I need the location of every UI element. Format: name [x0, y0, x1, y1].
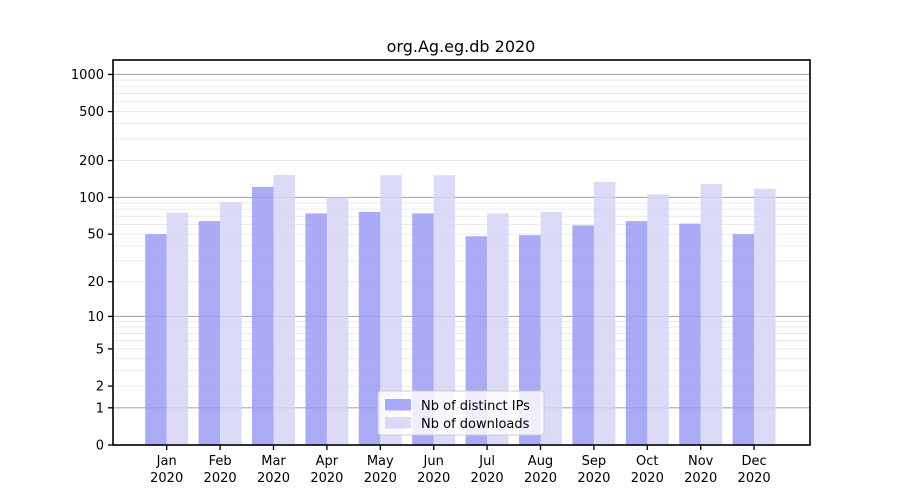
y-tick-label: 200 — [79, 154, 104, 169]
y-tick-label: 50 — [87, 228, 104, 243]
bar-downloads-feb — [220, 201, 242, 445]
legend-label-distinct-ips: Nb of distinct IPs — [421, 399, 530, 414]
x-tick-label-year: 2020 — [577, 471, 610, 486]
bar-distinct-ips-sep — [572, 225, 594, 445]
x-tick-label-month: Mar — [261, 454, 286, 469]
x-tick-label-month: May — [367, 454, 394, 469]
x-tick-label-month: Sep — [582, 454, 607, 469]
legend-swatch-distinct-ips — [385, 399, 411, 411]
x-tick-label-year: 2020 — [364, 471, 397, 486]
x-tick-label-month: Nov — [688, 454, 714, 469]
bar-distinct-ips-dec — [732, 234, 755, 445]
y-tick-label: 2 — [96, 380, 104, 395]
x-tick-label-month: Aug — [528, 454, 553, 469]
x-tick-label-year: 2020 — [204, 471, 237, 486]
bar-downloads-nov — [700, 183, 723, 446]
x-tick-label-month: Feb — [209, 454, 232, 469]
x-tick-label-year: 2020 — [150, 471, 183, 486]
bar-downloads-apr — [326, 197, 349, 445]
x-tick-label-month: Jun — [423, 454, 444, 469]
bar-downloads-jun — [433, 175, 456, 445]
x-tick-label-month: Oct — [636, 454, 658, 469]
bar-distinct-ips-mar — [252, 186, 274, 445]
bar-distinct-ips-nov — [679, 223, 701, 445]
x-tick-label-year: 2020 — [738, 471, 771, 486]
bar-downloads-dec — [754, 188, 776, 445]
x-tick-label-month: Dec — [742, 454, 767, 469]
bar-downloads-mar — [273, 174, 295, 445]
y-tick-label: 20 — [87, 275, 104, 290]
x-tick-label-year: 2020 — [310, 471, 343, 486]
bar-distinct-ips-jun — [412, 213, 434, 445]
bar-distinct-ips-jan — [145, 234, 167, 445]
y-tick-label: 1 — [96, 401, 104, 416]
y-tick-label: 5 — [96, 342, 104, 357]
y-tick-label: 0 — [96, 439, 104, 454]
legend: Nb of distinct IPs Nb of downloads — [377, 390, 545, 436]
bar-distinct-ips-feb — [198, 221, 221, 445]
bar-distinct-ips-apr — [305, 213, 327, 445]
x-tick-label-year: 2020 — [524, 471, 557, 486]
x-tick-label-month: Jan — [156, 454, 177, 469]
axes: 0 1 2 5 10 20 50 100 200 500 1000 Jan 2020 Feb 2020 Mar… — [71, 59, 811, 486]
y-tick-label: 1000 — [71, 68, 104, 83]
bar-distinct-ips-oct — [625, 221, 648, 445]
x-tick-label-month: Jul — [478, 454, 495, 469]
x-tick-label-month: Apr — [316, 454, 339, 469]
bar-downloads-oct — [647, 194, 669, 445]
y-tick-label: 100 — [79, 191, 104, 206]
y-tick-label: 10 — [87, 310, 104, 325]
x-tick-label-year: 2020 — [417, 471, 450, 486]
chart-title: org.Ag.eg.db 2020 — [387, 37, 536, 56]
legend-label-downloads: Nb of downloads — [421, 417, 530, 432]
x-tick-label-year: 2020 — [471, 471, 504, 486]
bar-downloads-aug — [540, 212, 562, 445]
bar-downloads-jul — [487, 213, 509, 445]
x-tick-label-year: 2020 — [631, 471, 664, 486]
x-tick-label-year: 2020 — [684, 471, 717, 486]
x-tick-label-year: 2020 — [257, 471, 290, 486]
bars — [145, 174, 776, 446]
legend-box — [377, 390, 545, 436]
bar-distinct-ips-may — [358, 212, 381, 445]
bar-downloads-may — [380, 175, 402, 445]
bar-downloads-sep — [593, 181, 616, 445]
y-tick-label: 500 — [79, 105, 104, 120]
bar-downloads-jan — [166, 212, 189, 445]
plot-frame — [112, 59, 811, 446]
legend-swatch-downloads — [385, 417, 411, 429]
